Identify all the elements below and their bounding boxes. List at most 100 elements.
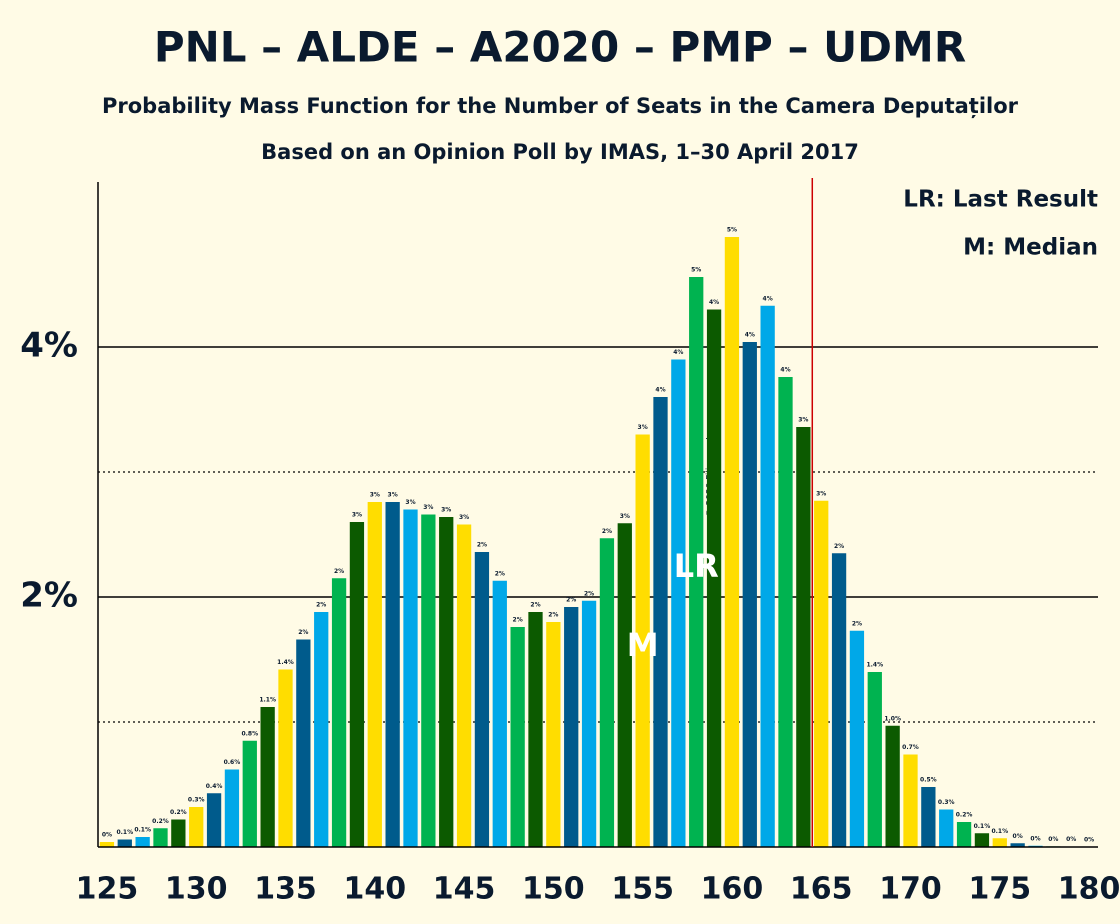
- bar: [206, 793, 222, 847]
- bar: [564, 607, 579, 847]
- bar: [439, 517, 454, 847]
- bar: [331, 578, 347, 847]
- value-label: 2%: [566, 597, 576, 604]
- value-label: 3%: [620, 513, 630, 520]
- value-label: 2%: [495, 570, 505, 577]
- bar: [546, 622, 561, 847]
- bar: [385, 502, 400, 847]
- bar: [742, 342, 757, 847]
- bar: [778, 377, 793, 847]
- bar: [635, 434, 650, 847]
- chart-title: PNL – ALDE – A2020 – PMP – UDMR: [154, 23, 966, 72]
- value-label: 0%: [1048, 836, 1058, 843]
- value-label: 3%: [370, 492, 380, 499]
- value-label: 0.3%: [188, 797, 205, 804]
- value-label: 0.5%: [920, 777, 937, 784]
- value-label: 3%: [441, 507, 451, 514]
- bar: [153, 828, 168, 847]
- x-tick-label: 175: [968, 872, 1031, 907]
- value-label: 1.4%: [277, 659, 294, 666]
- y-tick-label: 2%: [20, 576, 78, 616]
- bar: [885, 725, 900, 847]
- legend-entry: M: Median: [963, 235, 1098, 261]
- value-label: 0.6%: [224, 759, 241, 766]
- chart-subtitle: Probability Mass Function for the Number…: [102, 94, 1019, 119]
- bar: [421, 514, 436, 847]
- value-label: 0.2%: [152, 818, 169, 825]
- bar: [814, 500, 829, 847]
- bar: [367, 502, 382, 847]
- x-tick-label: 135: [254, 872, 317, 907]
- bar: [117, 839, 132, 847]
- x-tick-label: 170: [879, 872, 942, 907]
- x-tick-label: 140: [343, 872, 406, 907]
- bar: [599, 538, 615, 847]
- value-label: 0%: [1066, 836, 1076, 843]
- value-label: 2%: [477, 542, 487, 549]
- value-label: 2%: [584, 590, 594, 597]
- bar: [403, 509, 418, 847]
- bar: [671, 359, 686, 847]
- bar: [278, 669, 293, 847]
- value-label: 0.1%: [974, 823, 991, 830]
- value-label: 0.4%: [206, 783, 223, 790]
- bar: [706, 309, 722, 847]
- bar: [903, 754, 918, 847]
- value-label: 0.1%: [116, 829, 133, 836]
- bar: [974, 833, 990, 847]
- value-label: 2%: [852, 620, 862, 627]
- bar: [189, 807, 204, 847]
- x-tick-label: 155: [611, 872, 674, 907]
- bar: [831, 553, 847, 847]
- value-label: 2%: [316, 602, 326, 609]
- x-tick-label: 160: [701, 872, 764, 907]
- bar: [689, 277, 704, 847]
- value-label: 3%: [352, 512, 362, 519]
- bar: [760, 305, 775, 847]
- value-label: 0.7%: [902, 744, 919, 751]
- bar: [224, 769, 240, 847]
- value-label: 4%: [763, 295, 773, 302]
- legend-entry: LR: Last Result: [903, 187, 1098, 213]
- x-tick-label: 130: [165, 872, 228, 907]
- value-label: 0.1%: [991, 828, 1008, 835]
- value-label: 3%: [459, 514, 469, 521]
- value-label: 2%: [602, 528, 612, 535]
- x-tick-label: 145: [433, 872, 496, 907]
- x-tick-label: 165: [790, 872, 853, 907]
- chart-subtitle: Based on an Opinion Poll by IMAS, 1–30 A…: [261, 140, 859, 164]
- bar: [992, 838, 1007, 847]
- x-tick-label: 150: [522, 872, 585, 907]
- value-label: 1.0%: [884, 715, 901, 722]
- value-label: 2%: [548, 612, 558, 619]
- value-label: 0%: [1013, 833, 1023, 840]
- value-label: 4%: [780, 367, 790, 374]
- bar: [260, 707, 275, 847]
- value-label: 4%: [745, 332, 755, 339]
- annotation: LR: [674, 547, 719, 585]
- value-label: 5%: [691, 267, 701, 274]
- bar: [314, 612, 329, 847]
- value-label: 4%: [673, 349, 683, 356]
- x-tick-label: 125: [76, 872, 139, 907]
- value-label: 2%: [298, 629, 308, 636]
- value-label: 0%: [102, 832, 112, 839]
- value-label: 0%: [1084, 836, 1094, 843]
- value-label: 0.3%: [938, 799, 955, 806]
- value-label: 0.2%: [956, 812, 973, 819]
- value-label: 3%: [388, 492, 398, 499]
- bar: [242, 740, 257, 847]
- value-label: 2%: [834, 543, 844, 550]
- value-label: 2%: [334, 568, 344, 575]
- bar: [849, 630, 865, 847]
- value-label: 2%: [513, 617, 523, 624]
- value-label: 3%: [405, 499, 415, 506]
- bar: [581, 600, 597, 847]
- bar: [956, 822, 972, 847]
- bar: [921, 787, 936, 847]
- bar: [510, 627, 525, 847]
- value-label: 0.2%: [170, 809, 187, 816]
- x-tick-label: 180: [1058, 872, 1120, 907]
- bar: [528, 612, 543, 847]
